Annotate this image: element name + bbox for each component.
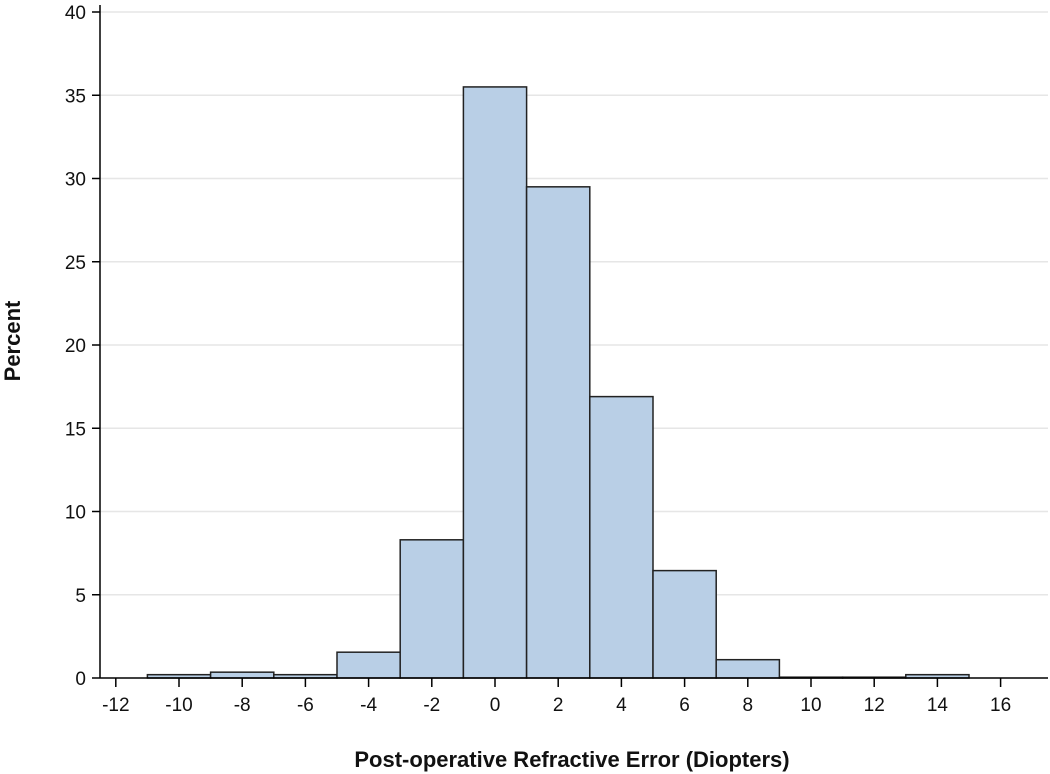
x-tick-label: 12 [864,695,885,716]
histogram-bar [399,539,465,679]
x-tick-label: 4 [616,695,627,716]
x-tick-label: -2 [423,695,440,716]
x-tick-label: -12 [102,695,129,716]
axes [99,5,1048,679]
x-axis-label: Post-operative Refractive Error (Diopter… [354,747,789,772]
x-tick-label: -10 [165,695,192,716]
y-tick-label: 25 [65,253,86,274]
histogram-bar [715,658,781,679]
x-tick-label: -6 [297,695,314,716]
y-tick-label: 40 [65,3,86,24]
y-axis-ticks: 0 5 10 15 20 25 30 35 40 [65,3,100,690]
histogram-bar [652,569,717,679]
histogram-bar [462,86,528,679]
histogram-bar [525,186,591,679]
y-tick-label: 30 [65,170,86,191]
x-axis-ticks: -12 -10 -8 -6 -4 -2 0 2 4 6 8 10 12 14 16 [102,678,1011,716]
y-tick-label: 10 [65,503,86,524]
x-tick-label: 0 [490,695,501,716]
x-tick-label: -8 [234,695,251,716]
histogram-bar [209,671,275,679]
y-tick-label: 15 [65,419,86,440]
y-axis-label: Percent [0,300,25,381]
histogram-bars [146,86,970,679]
x-tick-label: 8 [743,695,754,716]
x-tick-label: -4 [360,695,377,716]
x-tick-label: 6 [679,695,690,716]
histogram-bar [589,395,654,679]
y-tick-label: 5 [75,586,86,607]
x-tick-label: 14 [927,695,949,716]
x-tick-label: 2 [553,695,564,716]
x-tick-label: 16 [990,695,1011,716]
y-tick-label: 35 [65,86,86,107]
y-tick-label: 0 [75,669,86,690]
x-tick-label: 10 [800,695,821,716]
y-tick-label: 20 [65,336,86,357]
histogram-bar [336,651,401,679]
